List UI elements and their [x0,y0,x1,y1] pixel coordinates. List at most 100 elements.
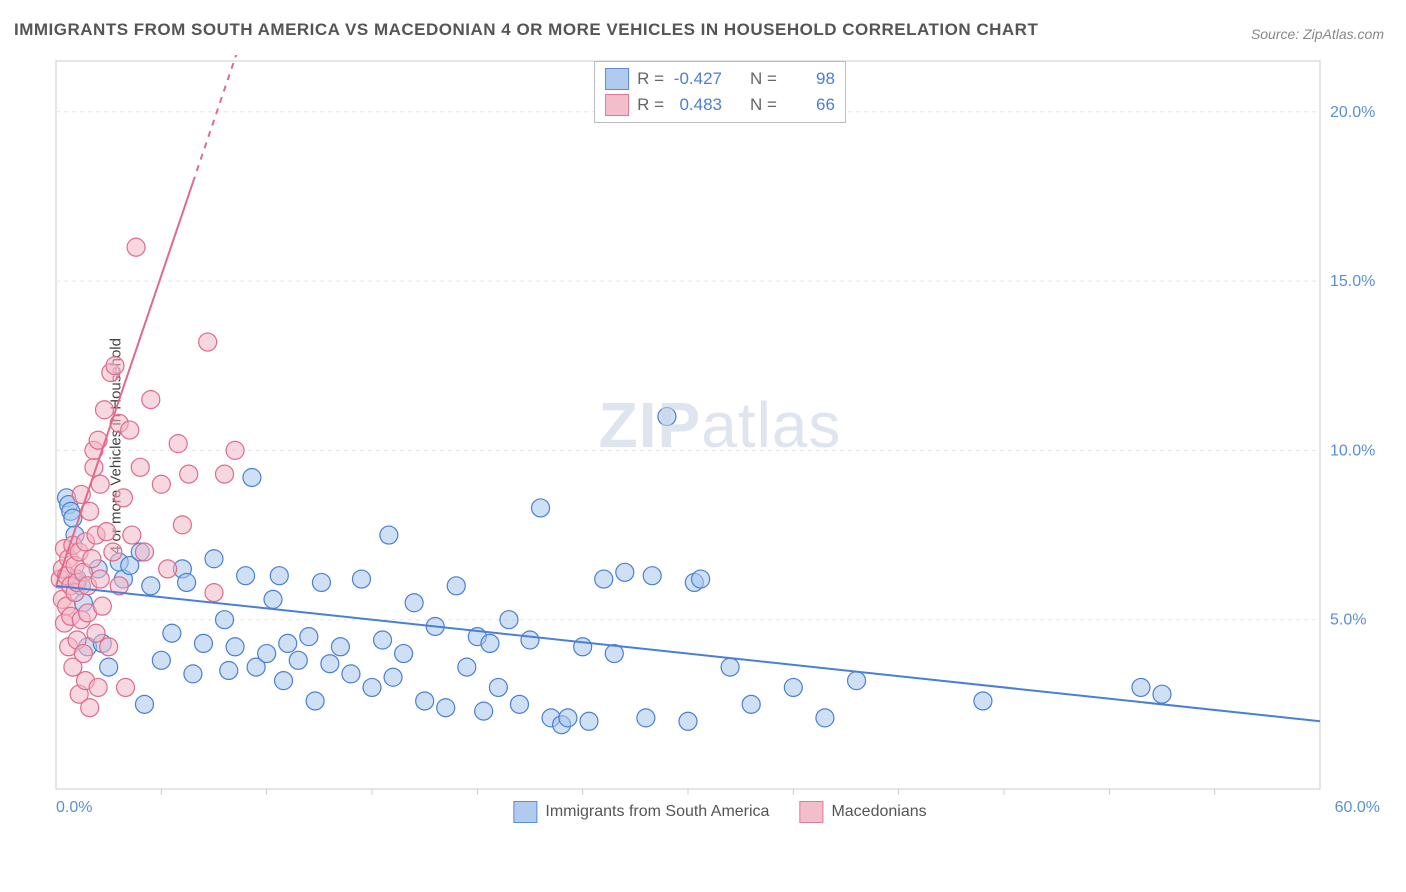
legend-row-series1: R = -0.427 N = 98 [605,66,835,92]
data-point [264,590,282,608]
swatch-series1 [605,68,629,90]
data-point [321,655,339,673]
trend-line [56,182,193,586]
data-point [643,567,661,585]
trend-line [56,586,1320,721]
data-point [289,651,307,669]
r-label-2: R = [637,95,664,115]
legend-row-series2: R = 0.483 N = 66 [605,92,835,118]
data-point [384,668,402,686]
data-point [199,333,217,351]
y-tick-label: 15.0% [1330,273,1375,290]
data-point [237,567,255,585]
data-point [458,658,476,676]
swatch-series2 [605,94,629,116]
data-point [331,638,349,656]
data-point [100,638,118,656]
data-point [104,543,122,561]
data-point [100,658,118,676]
data-point [395,645,413,663]
data-point [243,468,261,486]
data-point [194,634,212,652]
data-point [363,678,381,696]
r-value-series1: -0.427 [672,69,722,89]
data-point [437,699,455,717]
data-point [142,391,160,409]
legend-item-series2: Macedonians [799,801,926,823]
data-point [848,672,866,690]
source-attribution: Source: ZipAtlas.com [1251,26,1384,42]
data-point [83,550,101,568]
data-point [692,570,710,588]
chart-title: IMMIGRANTS FROM SOUTH AMERICA VS MACEDON… [14,20,1038,40]
data-point [1153,685,1171,703]
n-label-2: N = [750,95,777,115]
data-point [475,702,493,720]
data-point [152,475,170,493]
plot-area: 5.0%10.0%15.0%20.0% ZIPatlas R = -0.427 … [50,55,1390,825]
data-point [173,516,191,534]
data-point [131,458,149,476]
data-point [216,611,234,629]
data-point [178,573,196,591]
data-point [114,489,132,507]
data-point [205,550,223,568]
data-point [152,651,170,669]
data-point [658,408,676,426]
data-point [742,695,760,713]
data-point [1132,678,1150,696]
swatch-series1-bottom [513,801,537,823]
data-point [258,645,276,663]
data-point [816,709,834,727]
data-point [226,441,244,459]
data-point [81,699,99,717]
x-axis-min-label: 0.0% [56,799,92,817]
data-point [300,628,318,646]
data-point [312,573,330,591]
n-value-series1: 98 [785,69,835,89]
data-point [169,435,187,453]
data-point [123,526,141,544]
n-value-series2: 66 [785,95,835,115]
data-point [374,631,392,649]
y-tick-label: 10.0% [1330,442,1375,459]
data-point [559,709,577,727]
data-point [270,567,288,585]
data-point [159,560,177,578]
data-point [416,692,434,710]
data-point [163,624,181,642]
data-point [481,634,499,652]
data-point [342,665,360,683]
data-point [216,465,234,483]
series2-label: Macedonians [831,803,926,821]
data-point [580,712,598,730]
data-point [679,712,697,730]
data-point [447,577,465,595]
data-point [489,678,507,696]
data-point [721,658,739,676]
legend-item-series1: Immigrants from South America [513,801,769,823]
data-point [574,638,592,656]
data-point [184,665,202,683]
data-point [91,570,109,588]
r-value-series2: 0.483 [672,95,722,115]
data-point [205,584,223,602]
data-point [279,634,297,652]
data-point [135,695,153,713]
data-point [616,563,634,581]
data-point [98,523,116,541]
data-point [405,594,423,612]
swatch-series2-bottom [799,801,823,823]
data-point [87,624,105,642]
data-point [127,238,145,256]
data-point [95,401,113,419]
data-point [180,465,198,483]
data-point [89,678,107,696]
scatter-chart-svg: 5.0%10.0%15.0%20.0% [50,55,1390,825]
data-point [106,357,124,375]
data-point [521,631,539,649]
data-point [142,577,160,595]
legend-series-box: Immigrants from South America Macedonian… [513,801,926,823]
data-point [352,570,370,588]
chart-container: IMMIGRANTS FROM SOUTH AMERICA VS MACEDON… [0,0,1406,892]
